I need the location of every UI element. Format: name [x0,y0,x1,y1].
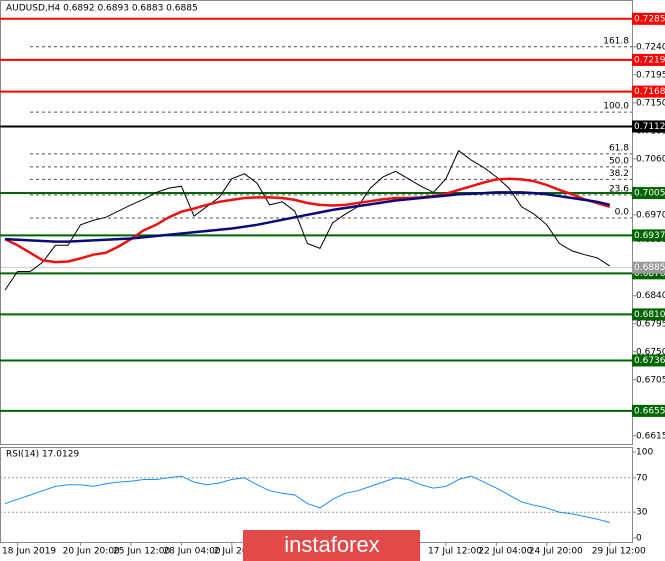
fib-label: 0.0 [615,207,630,217]
y-tick-label: 0.7240 [636,42,665,52]
y-tick-label: 0.6705 [636,375,665,385]
level-label: 0.6810 [634,310,665,320]
x-tick-label: 2 Jul 20:00 [214,547,263,557]
x-tick-label: 28 Jun 04:00 [163,547,220,557]
fib-label: 161.8 [603,36,629,46]
ma-slow [4,191,611,243]
level-label: 0.6937 [634,231,665,241]
y-tick-label: 0.6970 [636,210,665,220]
fib-label: 50.0 [609,156,629,166]
x-tick-label: 25 Jun 12:00 [113,547,170,557]
fib-label: 61.8 [609,143,629,153]
rsi [4,475,610,523]
level-label: 0.6876 [634,269,665,279]
y-tick-label: 0.6750 [636,347,665,357]
level-tag [632,404,665,417]
ma-fast [4,177,611,264]
y-tick-label: 0.7150 [636,98,665,108]
fib-label: 38.2 [609,169,629,179]
y-tick-label: 30 [636,508,648,518]
fib-label: 100.0 [603,102,629,112]
x-tick-label: 18 Jun 2019 [2,547,56,557]
y-tick-label: 0.7195 [636,70,665,80]
rsi-title: RSI(14) 17.0129 [6,450,79,460]
level-label: 0.7005 [634,189,665,199]
x-tick-label: 29 Jul 12:00 [592,547,646,557]
level-tag [632,229,665,242]
main-panel [0,0,633,445]
level-label: 0.6655 [634,406,665,416]
level-tag [632,85,665,98]
y-tick-label: 0.6615 [636,431,665,441]
current-price-tag [632,261,665,274]
current-price-label: 0.6885 [634,263,665,273]
y-tick-label: 100 [636,448,653,458]
price [4,149,611,291]
level-tag [632,12,665,25]
x-tick-label: 20 Jun 20:00 [63,547,120,557]
level-tag [632,308,665,321]
level-label: 0.7219 [634,55,665,65]
fib-label: 23.6 [609,184,629,194]
y-tick-label: 70 [636,473,648,483]
level-label: 0.7285 [634,14,665,24]
y-tick-label: 0.6795 [636,319,665,329]
level-tag [632,187,665,200]
level-tag [632,120,665,133]
level-label: 0.6736 [634,356,665,366]
level-label: 0.7168 [634,87,665,97]
x-tick-label: 24 Jul 20:00 [529,547,583,557]
y-tick-label: 0.6840 [636,291,665,301]
level-tag [632,53,665,66]
x-tick-label: 22 Jul 04:00 [478,547,532,557]
level-tag [632,354,665,367]
chart-title: AUDUSD,H4 0.6892 0.6893 0.6883 0.6885 [6,4,198,14]
y-tick-label: 0 [636,534,642,544]
x-tick-label: 17 Jul 12:00 [428,547,482,557]
watermark: instaforex [284,532,379,557]
level-label: 0.7112 [634,122,665,132]
watermark-box [243,530,420,561]
y-tick-label: 0.7060 [636,154,665,164]
